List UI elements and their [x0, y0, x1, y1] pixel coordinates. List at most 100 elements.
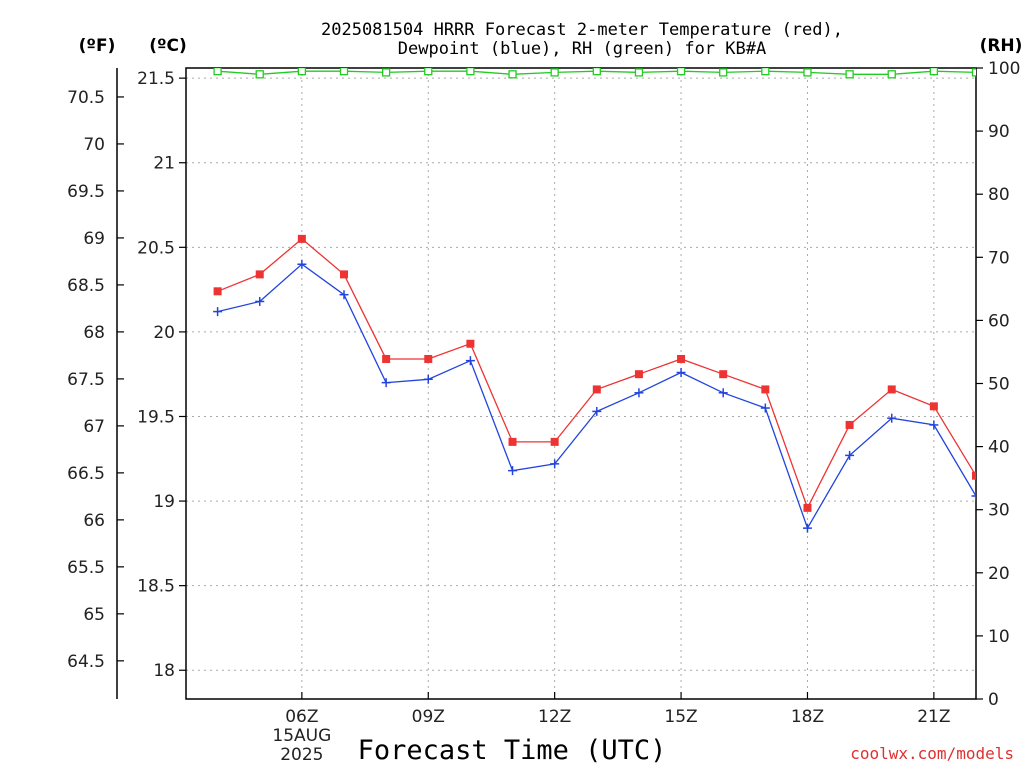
dewpoint-point: [297, 259, 307, 269]
temperature-point: [634, 370, 643, 379]
dewpoint-point: [213, 307, 223, 317]
temperature-point: [845, 420, 854, 429]
x-tick-label: 12Z: [538, 707, 571, 727]
rh-tick-label: 20: [988, 564, 1010, 584]
celsius-tick-label: 20.5: [137, 238, 175, 258]
fahrenheit-tick-label: 68: [83, 323, 105, 343]
rh-tick-label: 100: [988, 59, 1020, 79]
fahrenheit-tick-label: 67.5: [67, 370, 105, 390]
rh-point: [592, 68, 601, 76]
dewpoint-point: [929, 420, 939, 430]
dewpoint-point: [760, 403, 770, 413]
temperature-point: [213, 287, 222, 296]
celsius-tick-label: 21: [153, 154, 175, 174]
dewpoint-point: [802, 523, 812, 533]
rh-point: [381, 68, 391, 77]
fahrenheit-tick-label: 65: [83, 605, 105, 625]
rh-point: [297, 68, 307, 76]
rh-tick-label: 0: [988, 690, 999, 710]
rh-tick-label: 30: [988, 501, 1010, 521]
temperature-point: [929, 402, 938, 411]
dewpoint-point: [887, 413, 897, 423]
chart-title-line1: 2025081504 HRRR Forecast 2-meter Tempera…: [321, 20, 843, 40]
dewpoint-point: [423, 374, 433, 384]
rh-point: [424, 68, 433, 76]
rh-point: [761, 68, 770, 76]
dewpoint-point: [381, 378, 391, 388]
rh-point: [466, 68, 475, 76]
rh-point: [845, 70, 854, 79]
tick-labels: 18 18.5 19 19.5 20 20.5 21 21.5 64.5 65 65.5 66 66.5…: [67, 59, 1020, 765]
temperature-point: [255, 270, 264, 279]
dewpoint-point: [634, 388, 644, 398]
dewpoint-point: [718, 388, 728, 398]
series: [213, 68, 976, 533]
x-tick-label: 21Z: [917, 707, 950, 727]
rh-tick-label: 60: [988, 311, 1010, 331]
rh-tick-label: 90: [988, 122, 1010, 142]
dewpoint-point: [971, 491, 976, 501]
plot-frame: [185, 67, 977, 700]
temperature-point: [887, 385, 896, 394]
rh-tick-label: 50: [988, 375, 1010, 395]
temperature-point: [424, 354, 433, 363]
rh-point: [550, 68, 559, 77]
temperature-point: [803, 503, 812, 512]
series-clip-group: [213, 68, 976, 533]
rh-tick-label: 70: [988, 248, 1010, 268]
fahrenheit-unit-label: (ºF): [79, 36, 116, 56]
rh-point: [971, 68, 976, 77]
celsius-tick-label: 18: [153, 661, 175, 681]
fahrenheit-tick-label: 70.5: [67, 88, 105, 108]
temperature-point: [677, 354, 686, 363]
fahrenheit-tick-label: 66: [83, 511, 105, 531]
x-tick-date-label: 15AUG: [272, 726, 331, 746]
temperature-point: [592, 385, 601, 394]
rh-point: [929, 68, 939, 76]
temperature-point: [550, 437, 559, 446]
rh-tick-label: 10: [988, 627, 1010, 647]
source-credit: coolwx.com/models: [850, 744, 1014, 763]
x-tick-label: 15Z: [664, 707, 697, 727]
rh-point: [634, 68, 644, 77]
celsius-tick-label: 20: [153, 323, 175, 343]
dewpoint-point: [508, 466, 518, 476]
x-axis-title: Forecast Time (UTC): [358, 735, 667, 766]
fahrenheit-tick-label: 67: [83, 417, 105, 437]
rh-point: [255, 70, 264, 79]
x-tick-year-label: 2025: [280, 745, 323, 765]
rh-point: [339, 68, 349, 76]
dewpoint-line: [217, 263, 976, 530]
temperature-point: [382, 354, 391, 363]
dewpoint-point: [339, 290, 349, 300]
temperature-point: [972, 471, 976, 480]
dewpoint-point: [465, 356, 475, 366]
fahrenheit-tick-label: 66.5: [67, 464, 105, 484]
celsius-tick-label: 19: [153, 492, 175, 512]
dewpoint-point: [845, 450, 855, 460]
x-tick-label: 06Z: [285, 707, 318, 727]
rh-point: [719, 68, 728, 77]
celsius-tick-label: 21.5: [137, 69, 175, 89]
temperature-point: [466, 339, 475, 348]
x-tick-label: 09Z: [412, 707, 445, 727]
celsius-unit-label: (ºC): [149, 36, 187, 56]
dewpoint-point: [255, 296, 265, 306]
x-tick-label: 18Z: [791, 707, 824, 727]
temperature-point: [297, 234, 306, 243]
temperature-line: [217, 238, 976, 510]
fahrenheit-tick-label: 68.5: [67, 276, 105, 296]
rh-tick-label: 80: [988, 185, 1010, 205]
fahrenheit-tick-label: 69.5: [67, 182, 105, 202]
rh-point: [803, 68, 812, 77]
rh-point: [508, 70, 517, 79]
rh-tick-label: 40: [988, 438, 1010, 458]
temperature-point: [508, 437, 517, 446]
fahrenheit-tick-label: 64.5: [67, 652, 105, 672]
fahrenheit-tick-label: 69: [83, 229, 105, 249]
rh-point: [676, 68, 686, 76]
temperature-point: [340, 270, 348, 279]
dewpoint-point: [550, 459, 560, 469]
celsius-tick-label: 18.5: [137, 577, 175, 597]
